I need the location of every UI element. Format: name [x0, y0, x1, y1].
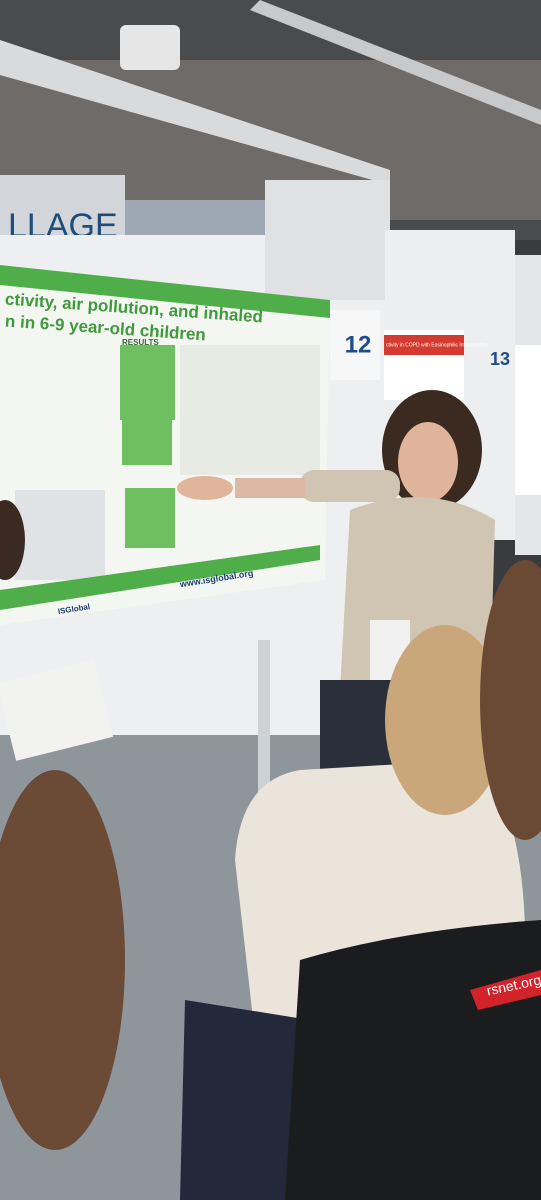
poster-header-bar [0, 265, 330, 318]
board-number: 12 [345, 331, 372, 358]
poster-box [120, 345, 175, 420]
paper [0, 659, 114, 761]
audience-hair [0, 770, 125, 1150]
overhead-beam [0, 40, 390, 185]
poster-box [122, 420, 172, 465]
presenter-hand [177, 476, 233, 500]
overhead-beam [250, 0, 541, 125]
audience-head [0, 500, 25, 580]
lamp [120, 25, 180, 70]
lanyard [470, 970, 541, 1010]
right-poster-title: ctivity in COPD with Eosinophilic Inflam… [386, 342, 488, 348]
handbag [180, 1000, 320, 1200]
presenter-arm [300, 470, 400, 502]
poster [515, 345, 541, 495]
poster-box [125, 488, 175, 548]
board-number: 13 [490, 349, 510, 369]
poster-footer-bar [0, 545, 320, 610]
presenter-face [398, 422, 458, 502]
audience-jacket-dark [285, 920, 541, 1200]
audience-hair [385, 625, 505, 815]
board-frame [265, 180, 390, 300]
poster-map [15, 490, 105, 580]
audience-head [480, 560, 541, 840]
poster-section: RESULTS [122, 338, 159, 347]
poster-table [180, 345, 320, 475]
presenter-forearm [235, 478, 305, 498]
board-leg [258, 640, 270, 830]
right-poster-header [384, 335, 464, 355]
board-number-panel [330, 310, 380, 380]
